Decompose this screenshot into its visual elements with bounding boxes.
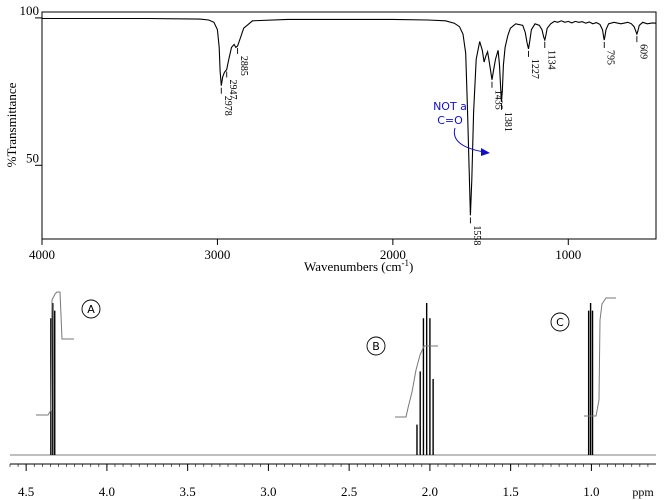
annotation-arrow-head <box>481 148 490 156</box>
nmr-x-tick-label: 4.5 <box>18 484 34 499</box>
ir-x-tick-label: 2000 <box>380 247 406 262</box>
ir-peak-label: 2978 <box>222 96 233 116</box>
nmr-x-tick-label: 2.0 <box>422 484 438 499</box>
ir-plot-frame <box>41 11 657 240</box>
peak-label-c-circle <box>550 312 570 332</box>
ir-peak-label: 2947 <box>227 79 238 99</box>
ir-y-ticks: 100 50 <box>20 3 42 166</box>
annotation-line-2: C=O <box>437 114 463 127</box>
ir-peak-label: 1381 <box>502 112 513 132</box>
peak-label-a: A <box>87 303 95 316</box>
ir-spectrum-line <box>42 17 657 216</box>
nmr-x-tick-label: 1.5 <box>503 484 519 499</box>
integral-curve-b <box>395 345 438 418</box>
annotation-arrow-line <box>453 127 485 153</box>
nmr-x-tick-label: 3.0 <box>260 484 276 499</box>
integral-curve-c <box>584 297 616 417</box>
nmr-x-tick-label: 4.0 <box>99 484 115 499</box>
nmr-x-tick-label: 2.5 <box>341 484 357 499</box>
ir-x-axis-label-sup: -1 <box>402 258 410 268</box>
ir-x-tick-label: 1000 <box>555 247 581 262</box>
ir-y-tick-label: 100 <box>20 3 40 18</box>
annotation-line-1: NOT a <box>433 100 467 113</box>
ir-x-axis-label: Wavenumbers (cm-1) <box>304 258 413 274</box>
ir-y-tick-label: 50 <box>26 150 39 165</box>
integral-curve-a <box>36 291 74 416</box>
ir-peak-label: 1134 <box>545 50 556 70</box>
ir-y-axis-label: %Transmittance <box>4 82 19 167</box>
not-carbonyl-annotation: NOT a C=O <box>433 100 490 156</box>
peak-label-a-circle <box>81 299 101 319</box>
ir-peak-label: 1227 <box>529 59 540 79</box>
ir-x-tick-label: 4000 <box>29 247 55 262</box>
ir-peak-label: 795 <box>605 50 616 65</box>
ir-x-axis-label-main: Wavenumbers (cm <box>304 259 402 274</box>
nmr-x-tick-label: 3.5 <box>180 484 196 499</box>
peak-label-b-circle <box>366 336 386 356</box>
nmr-x-ticks: 4.5 4.0 3.5 3.0 2.5 2.0 1.5 1.0 <box>9 464 649 499</box>
nmr-x-tick-label: 1.0 <box>583 484 599 499</box>
peak-label-c: C <box>556 316 564 329</box>
ir-peak-label: 1435 <box>492 90 503 110</box>
ir-x-ticks: 4000 3000 2000 1000 <box>29 239 581 262</box>
ir-peak-label: 1558 <box>471 225 482 245</box>
nmr-x-axis-label: ppm <box>632 485 654 499</box>
nmr-spectrum: 4.5 4.0 3.5 3.0 2.5 2.0 1.5 1.0 A B C ppm <box>9 291 656 499</box>
ir-x-axis-label-end: ) <box>409 259 413 274</box>
peak-label-b: B <box>372 340 380 353</box>
nmr-peak-lines <box>50 303 594 455</box>
ir-peak-label: 609 <box>637 44 648 59</box>
nmr-integrals <box>36 291 616 418</box>
ir-peak-label: 2885 <box>238 56 249 76</box>
ir-x-tick-label: 3000 <box>204 247 230 262</box>
nmr-peak-labels <box>81 299 570 356</box>
